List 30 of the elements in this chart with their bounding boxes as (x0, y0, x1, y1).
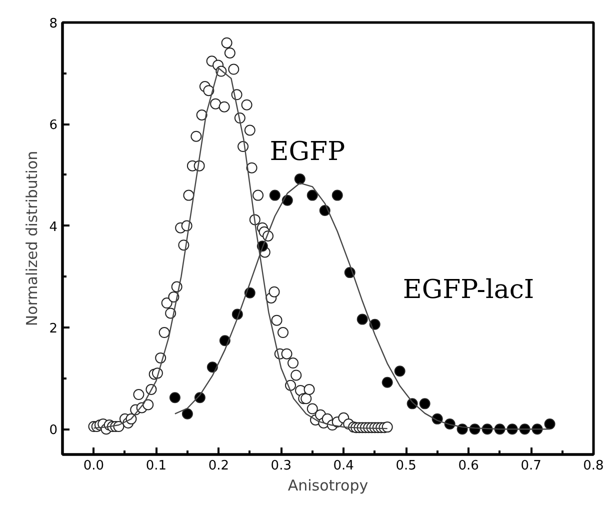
point (544, 418, 556, 430)
point (182, 408, 193, 420)
point (269, 190, 280, 201)
x-axis-title: Anisotropy (288, 476, 368, 494)
y-tick-label: 0 (49, 423, 58, 438)
x-tick-label: 0.0 (83, 458, 104, 474)
point (169, 392, 180, 404)
y-tick-label: 8 (49, 16, 58, 32)
x-tick-label: 0.6 (458, 458, 479, 474)
point (356, 314, 368, 325)
y-tick-label: 6 (49, 118, 58, 134)
x-tick-label: 0.5 (396, 458, 416, 474)
point (419, 398, 430, 410)
y-tick-label: 4 (49, 220, 58, 235)
point (332, 190, 343, 201)
x-tick-label: 0.4 (333, 458, 354, 474)
x-tick-label: 0.1 (146, 458, 167, 474)
x-tick-label: 0.2 (208, 458, 230, 474)
x-tick-label: 0.7 (520, 458, 542, 474)
point (306, 190, 318, 201)
series-label: EGFP (270, 136, 346, 167)
point (394, 366, 406, 377)
point (382, 376, 393, 388)
x-tick-label: 0.8 (583, 458, 604, 474)
y-axis-title: Normalized distribution (23, 150, 42, 326)
point (206, 362, 218, 373)
x-tick-label: 0.3 (270, 458, 292, 474)
point (294, 174, 306, 185)
series-label: EGFP-lacI (402, 275, 534, 306)
y-tick-label: 2 (49, 321, 58, 336)
